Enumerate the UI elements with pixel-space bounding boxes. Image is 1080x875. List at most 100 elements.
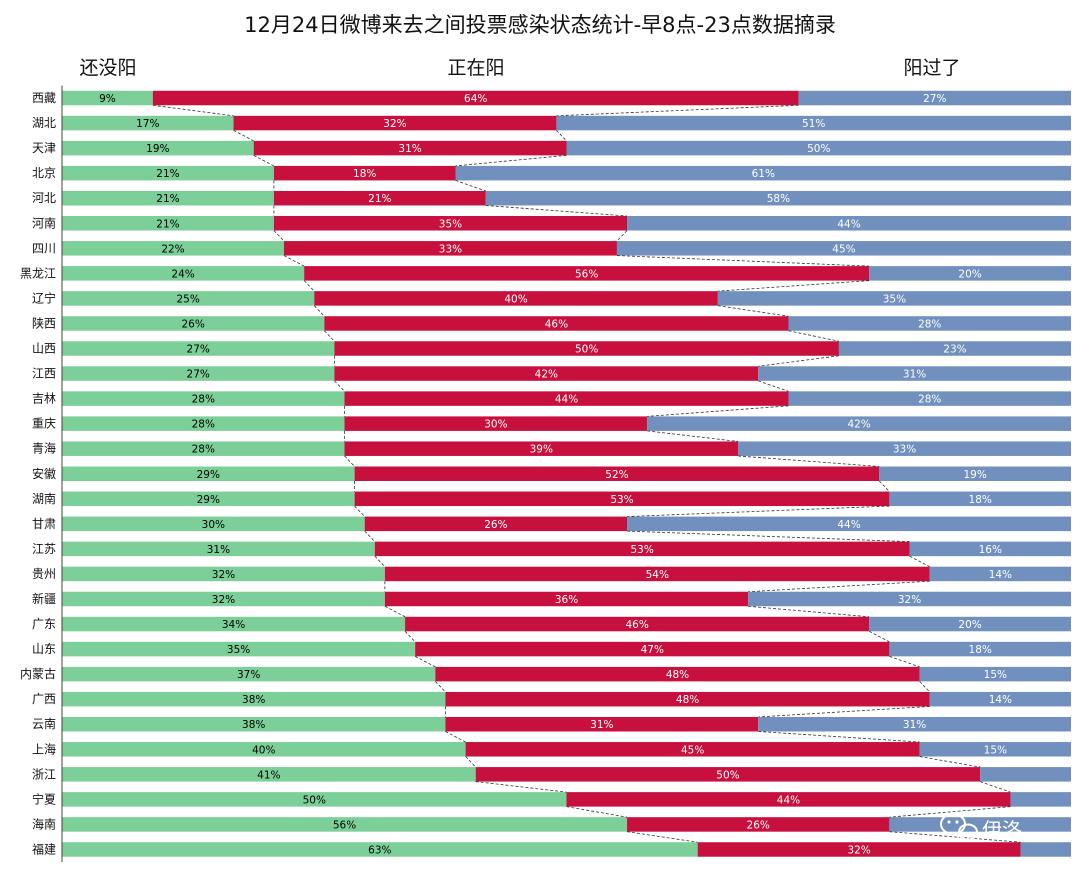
value-label-0-青海: 28% [192, 444, 215, 456]
value-label-2-山东: 18% [969, 644, 992, 656]
bar-0-山西 [62, 341, 335, 356]
value-label-0-山东: 35% [227, 644, 250, 656]
bar-0-江西 [62, 366, 335, 381]
watermark: 伊洛 [940, 813, 1022, 842]
bar-2-福建 [1020, 842, 1071, 857]
connector-1-3 [455, 180, 486, 192]
bar-1-西藏 [152, 90, 799, 106]
bar-0-广西 [62, 691, 446, 707]
legend-currently-positive: 正在阳 [447, 57, 504, 79]
bar-0-陕西 [62, 316, 325, 331]
bar-2-浙江 [980, 767, 1071, 782]
value-label-1-云南: 31% [590, 719, 613, 731]
bar-1-湖北 [233, 115, 557, 131]
bar-0-贵州 [62, 566, 385, 582]
bar-2-湖北 [556, 115, 1071, 131]
bar-0-重庆 [62, 416, 345, 431]
bar-2-广西 [929, 691, 1071, 707]
category-label-新疆: 新疆 [32, 591, 56, 606]
value-label-2-四川: 45% [832, 243, 855, 255]
bar-0-天津 [62, 140, 254, 156]
connector-1-17 [627, 530, 910, 543]
category-label-湖南: 湖南 [32, 491, 56, 506]
bar-1-福建 [697, 842, 1021, 857]
value-label-0-辽宁: 25% [176, 293, 199, 305]
bar-2-贵州 [929, 566, 1071, 582]
value-label-0-福建: 63% [368, 844, 391, 856]
category-label-辽宁: 辽宁 [32, 290, 56, 305]
connector-1-15 [879, 480, 890, 492]
bar-0-江苏 [62, 541, 375, 557]
value-label-2-江西: 31% [903, 369, 926, 381]
category-label-湖北: 湖北 [32, 115, 56, 130]
connector-0-7 [303, 280, 315, 292]
connector-1-13 [647, 430, 739, 442]
category-label-安徽: 安徽 [32, 466, 56, 481]
value-label-1-黑龙江: 56% [575, 268, 598, 280]
wechat-icon [940, 813, 978, 841]
connector-1-18 [909, 555, 930, 568]
connector-1-4 [485, 205, 628, 217]
value-label-2-天津: 50% [807, 143, 830, 155]
bar-1-辽宁 [314, 291, 718, 306]
bar-2-河南 [627, 216, 1071, 231]
bar-2-宁夏 [1010, 792, 1071, 807]
value-label-0-江西: 27% [187, 369, 210, 381]
bar-1-内蒙古 [435, 666, 920, 682]
bar-0-浙江 [62, 767, 476, 782]
bar-0-福建 [62, 842, 698, 857]
bar-0-辽宁 [62, 291, 315, 306]
category-label-四川: 四川 [32, 241, 56, 255]
value-label-1-安徽: 52% [605, 469, 628, 481]
value-label-0-湖南: 29% [197, 494, 220, 506]
value-label-2-甘肃: 44% [837, 519, 860, 531]
value-label-2-青海: 33% [893, 444, 916, 456]
value-label-2-湖北: 51% [802, 118, 825, 130]
value-label-0-广西: 38% [242, 694, 265, 706]
value-label-2-陕西: 28% [918, 318, 941, 330]
bar-1-山东 [415, 641, 890, 657]
value-label-0-广东: 34% [222, 619, 245, 631]
value-label-1-上海: 45% [681, 744, 704, 756]
value-label-0-宁夏: 50% [303, 794, 326, 806]
connector-1-25 [758, 731, 920, 743]
connector-1-8 [717, 305, 789, 317]
value-label-1-河南: 35% [439, 218, 462, 230]
connector-0-1 [233, 129, 254, 142]
connector-0-5 [273, 230, 285, 242]
bar-0-北京 [62, 165, 274, 181]
category-label-广西: 广西 [32, 692, 56, 706]
connector-1-24 [758, 706, 930, 718]
bar-0-云南 [62, 716, 446, 732]
value-labels: 9% 64% 27% 17% 32% 51% 19% 31% 50% 21% 18% 61% 21% 21… [99, 93, 1012, 856]
connector-0-0 [152, 104, 234, 117]
value-label-0-北京: 21% [156, 168, 179, 180]
bar-2-内蒙古 [919, 666, 1071, 682]
value-label-2-内蒙古: 15% [984, 669, 1007, 681]
watermark-text: 伊洛 [982, 818, 1022, 842]
value-label-0-湖北: 17% [136, 118, 159, 130]
value-label-2-上海: 15% [984, 744, 1007, 756]
connector-1-21 [869, 630, 890, 643]
connector-0-26 [465, 756, 476, 768]
value-label-2-北京: 61% [752, 168, 775, 180]
value-label-1-河北: 21% [368, 193, 391, 205]
bar-1-贵州 [384, 566, 930, 582]
connector-1-9 [788, 330, 840, 342]
bar-1-安徽 [354, 466, 880, 481]
connector-1-14 [738, 455, 880, 467]
connector-1-29 [889, 831, 1021, 843]
connector-0-23 [435, 681, 446, 693]
value-label-2-江苏: 16% [979, 544, 1002, 556]
category-label-上海: 上海 [32, 741, 56, 756]
bar-1-河南 [273, 216, 628, 231]
bar-2-重庆 [647, 416, 1071, 431]
connector-0-16 [354, 505, 365, 517]
value-label-0-河南: 21% [156, 218, 179, 230]
bar-2-天津 [566, 140, 1071, 156]
category-label-河北: 河北 [32, 191, 56, 205]
category-labels: 西藏湖北天津北京河北河南四川黑龙江辽宁陕西山西江西吉林重庆青海安徽湖南甘肃江苏贵… [20, 91, 56, 856]
value-label-0-西藏: 9% [99, 93, 116, 105]
value-label-1-陕西: 46% [545, 318, 568, 330]
